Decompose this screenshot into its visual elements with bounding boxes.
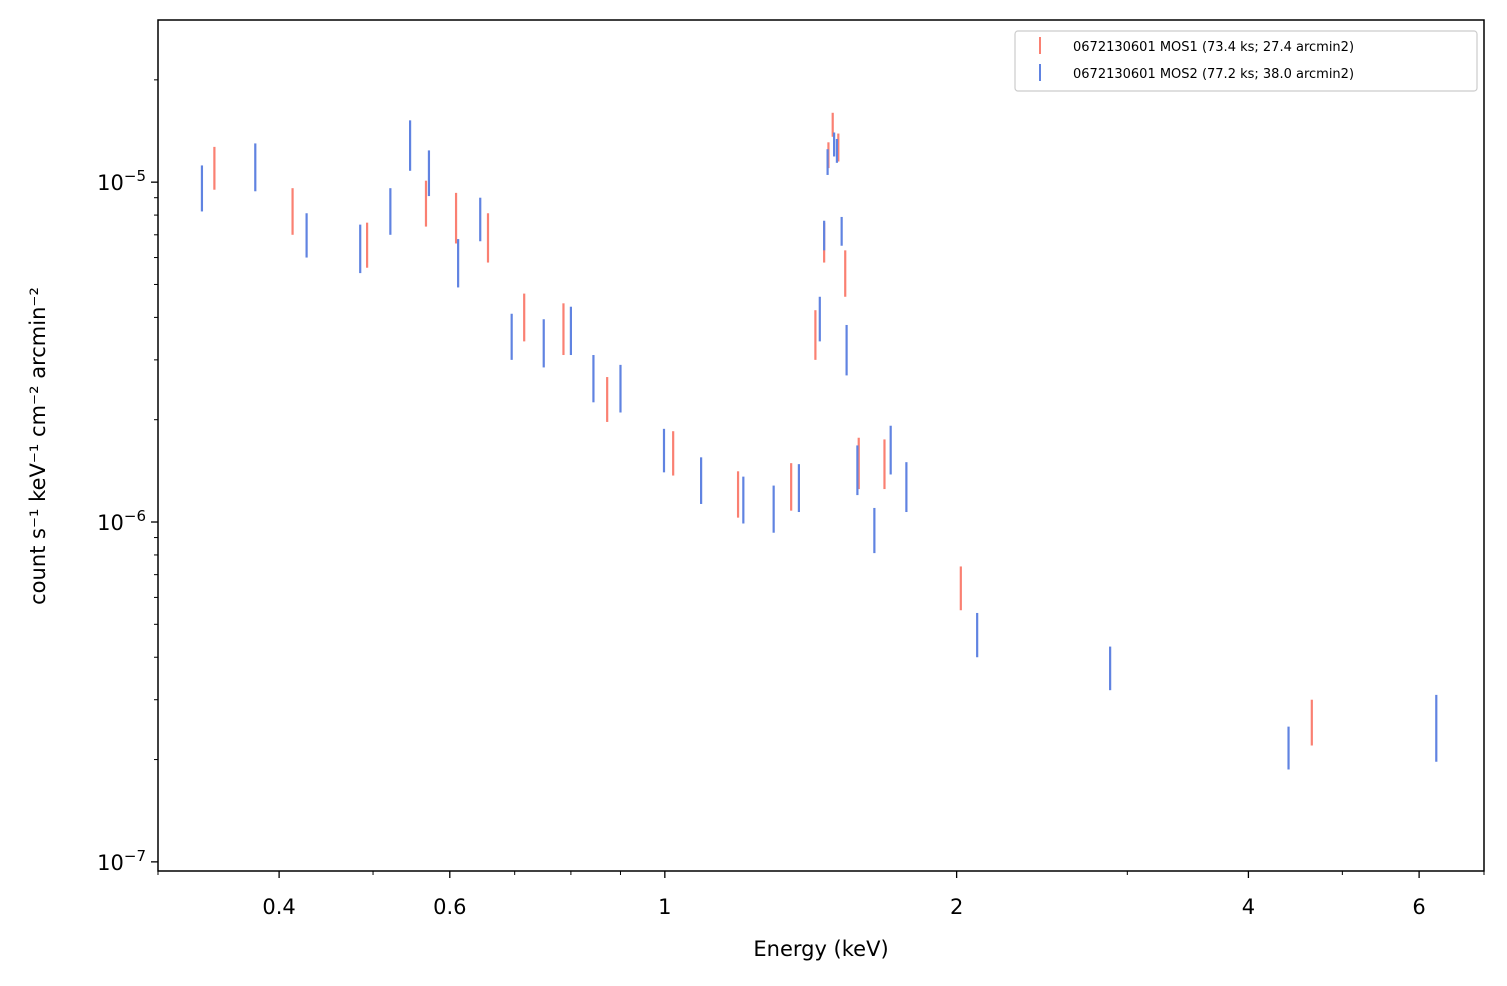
x-tick-label: 0.4 — [262, 895, 295, 919]
plot-frame — [157, 19, 1485, 872]
y-axis-label: count s⁻¹ keV⁻¹ cm⁻² arcmin⁻² — [26, 287, 50, 605]
legend-box — [1014, 30, 1478, 92]
axis-layer: 0.4 0.6 1 2 4 6 10−7 10−6 10−5 — [97, 79, 1485, 919]
legend-label-mos1: 0672130601 MOS1 (73.4 ks; 27.4 arcmin2) — [1073, 40, 1354, 55]
x-tick-label: 6 — [1412, 895, 1425, 919]
x-tick-label: 0.6 — [433, 895, 466, 919]
y-tick-label: 10−7 — [97, 847, 146, 875]
x-tick-label: 1 — [658, 895, 671, 919]
x-tick-label: 4 — [1242, 895, 1255, 919]
y-tick-label: 10−6 — [97, 507, 146, 535]
legend: 0672130601 MOS1 (73.4 ks; 27.4 arcmin2) … — [1014, 30, 1478, 92]
legend-label-mos2: 0672130601 MOS2 (77.2 ks; 38.0 arcmin2) — [1073, 67, 1354, 82]
data-layer — [200, 112, 1438, 770]
y-tick-label: 10−5 — [97, 167, 146, 195]
x-tick-label: 2 — [950, 895, 963, 919]
x-axis-label: Energy (keV) — [753, 937, 888, 961]
